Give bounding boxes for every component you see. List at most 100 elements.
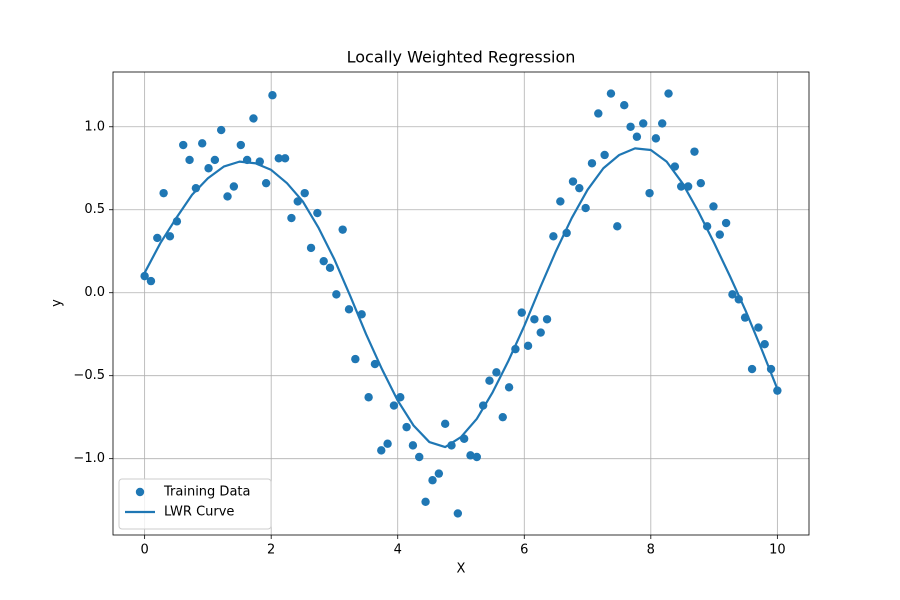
data-point — [606, 89, 616, 98]
data-point — [236, 140, 246, 150]
legend-box — [118, 478, 272, 530]
data-point — [760, 339, 769, 349]
x-tick-label: 6 — [520, 543, 528, 558]
y-tick-label: −1.0 — [73, 451, 105, 466]
data-point — [498, 412, 507, 422]
data-point — [747, 364, 757, 374]
data-point — [325, 263, 335, 273]
data-point — [600, 150, 609, 160]
legend-label: Training Data — [163, 485, 250, 500]
x-tick-label: 8 — [647, 543, 655, 558]
data-point — [223, 192, 232, 201]
x-tick-label: 0 — [140, 543, 148, 558]
data-point — [549, 232, 558, 241]
data-point — [300, 188, 309, 198]
data-point — [364, 393, 373, 402]
data-point — [728, 290, 737, 299]
data-point — [268, 91, 277, 100]
data-point — [504, 383, 514, 392]
data-point — [198, 139, 207, 148]
data-point — [377, 446, 386, 455]
data-point — [389, 401, 399, 410]
data-point — [351, 354, 360, 364]
data-point — [402, 422, 411, 432]
data-point — [581, 203, 590, 213]
data-point — [523, 341, 533, 351]
data-point — [332, 290, 341, 299]
y-axis-label: y — [50, 299, 65, 307]
data-point — [204, 164, 213, 173]
data-point — [306, 243, 316, 253]
data-point — [754, 323, 763, 332]
plot-frame — [112, 71, 810, 536]
data-point — [313, 208, 322, 218]
data-point — [440, 419, 450, 429]
curve-line — [143, 147, 779, 449]
x-tick-label: 4 — [394, 543, 402, 558]
data-point — [639, 119, 648, 128]
data-point — [773, 386, 782, 395]
data-point — [658, 119, 667, 128]
data-point — [249, 114, 258, 123]
data-point — [466, 451, 475, 460]
data-point — [709, 202, 718, 211]
y-tick-label: −0.5 — [73, 368, 105, 383]
data-point — [408, 441, 418, 450]
data-point — [542, 315, 552, 324]
data-point — [428, 476, 437, 485]
data-point — [613, 222, 622, 231]
data-point — [140, 271, 149, 281]
data-point — [721, 218, 731, 228]
data-point — [715, 230, 724, 239]
data-point — [587, 159, 597, 168]
data-point — [159, 188, 168, 198]
data-point — [517, 308, 526, 317]
data-point — [344, 305, 354, 314]
data-point — [536, 328, 545, 337]
data-point — [434, 469, 444, 478]
data-point — [261, 178, 271, 188]
data-point — [415, 452, 424, 462]
data-point — [229, 182, 239, 191]
data-point — [383, 439, 392, 448]
y-tick-label: 0.0 — [84, 285, 105, 300]
data-point — [575, 183, 584, 193]
data-point — [645, 188, 654, 198]
data-point — [696, 178, 706, 188]
data-point — [492, 368, 501, 377]
data-point — [453, 509, 463, 518]
data-point — [274, 154, 283, 163]
data-point — [319, 256, 328, 266]
data-point — [185, 155, 194, 165]
data-point — [664, 89, 673, 98]
data-point — [191, 183, 201, 193]
data-point — [485, 376, 494, 385]
data-point — [594, 109, 603, 118]
data-point — [690, 147, 699, 156]
data-point — [530, 315, 539, 324]
data-point — [626, 122, 635, 131]
data-point — [153, 233, 162, 243]
legend-label: LWR Curve — [164, 505, 234, 520]
data-point — [146, 276, 156, 286]
x-axis-label: X — [457, 562, 466, 577]
data-point — [179, 140, 188, 150]
data-point — [620, 100, 629, 110]
data-point — [210, 155, 220, 165]
x-tick-label: 2 — [267, 543, 275, 558]
data-point — [165, 232, 175, 241]
y-tick-label: 1.0 — [84, 119, 105, 134]
x-tick-label: 10 — [769, 543, 786, 558]
data-point — [632, 132, 642, 141]
data-point — [287, 213, 296, 223]
data-point — [556, 197, 565, 206]
legend: Training Data LWR Curve — [118, 478, 272, 530]
y-tick-label: 0.5 — [84, 202, 105, 217]
data-point — [338, 225, 347, 234]
data-point — [472, 452, 482, 462]
chart-title: Locally Weighted Regression — [347, 48, 576, 67]
data-point — [651, 134, 661, 143]
data-point — [216, 125, 226, 135]
data-point — [370, 359, 380, 369]
